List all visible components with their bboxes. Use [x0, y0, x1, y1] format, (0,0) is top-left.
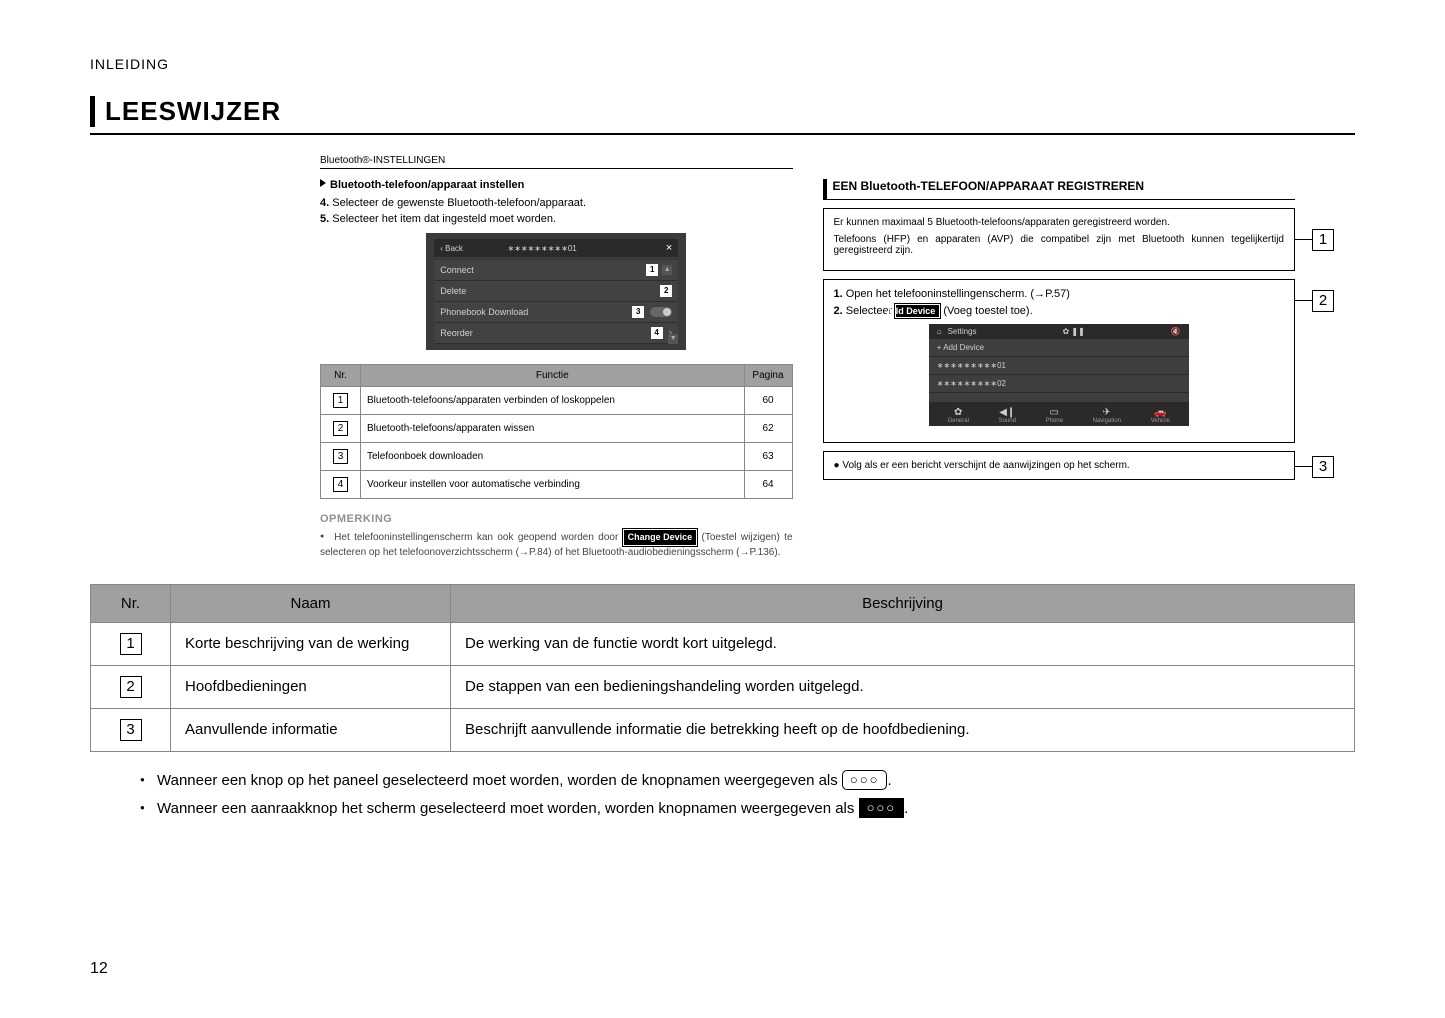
screenshot-row-phonebook: Phonebook Download 3: [434, 302, 678, 323]
touch-button-sample: ○○○: [859, 798, 905, 818]
title-underline: [90, 133, 1355, 135]
func-th-page: Pagina: [744, 365, 792, 387]
table-row: 3 Aanvullende informatie Beschrijft aanv…: [91, 708, 1355, 751]
scroll-down-icon: ▼: [668, 334, 678, 344]
table-row: 1 Korte beschrijving van de werking De w…: [91, 622, 1355, 665]
step-5: 5. Selecteer het item dat ingesteld moet…: [320, 213, 793, 225]
panel-button-sample: ○○○: [842, 770, 888, 790]
big-th-nr: Nr.: [91, 584, 171, 622]
left-column: Bluetooth®-INSTELLINGEN Bluetooth-telefo…: [320, 155, 793, 560]
info-box-1: Er kunnen maximaal 5 Bluetooth-telefoons…: [823, 208, 1296, 271]
right-column: EEN Bluetooth-TELEFOON/APPARAAT REGISTRE…: [823, 155, 1296, 560]
toggle-icon: [650, 307, 672, 317]
screenshot-row-reorder: Reorder 4 › ▼: [434, 323, 678, 344]
description-table: Nr. Naam Beschrijving 1 Korte beschrijvi…: [90, 584, 1355, 752]
back-button: ‹ Back: [440, 244, 463, 253]
screenshot-title: ∗∗∗∗∗∗∗∗∗01: [507, 244, 576, 253]
sub-heading: Bluetooth-telefoon/apparaat instellen: [320, 179, 793, 191]
big-th-name: Naam: [171, 584, 451, 622]
mini-header: Bluetooth®-INSTELLINGEN: [320, 155, 793, 169]
scroll-up-icon: ▲: [662, 265, 672, 275]
right-heading: EEN Bluetooth-TELEFOON/APPARAAT REGISTRE…: [823, 179, 1296, 200]
bullet-1: Wanneer een knop op het paneel geselecte…: [140, 770, 1355, 790]
mute-icon: 🔇: [1171, 327, 1181, 336]
home-icon: ⌂: [937, 327, 942, 336]
note-body: Het telefooninstellingenscherm kan ook g…: [320, 529, 793, 560]
device-settings-screenshot: ‹ Back ∗∗∗∗∗∗∗∗∗01 × Connect 1 ▲ Delete …: [426, 233, 686, 350]
triangle-icon: [320, 179, 326, 187]
close-icon: ×: [666, 242, 672, 254]
device-row: ∗∗∗∗∗∗∗∗∗02: [929, 375, 1189, 393]
page-number: 12: [90, 960, 108, 978]
function-table: Nr. Functie Pagina 1 Bluetooth-telefoons…: [320, 364, 793, 499]
callout-2: 2: [1312, 290, 1334, 312]
info-box-2: 1. Open het telefooninstellingenscherm. …: [823, 279, 1296, 443]
callout-1: 1: [1312, 229, 1334, 251]
page-title: LEESWIJZER: [105, 96, 1355, 127]
func-th-nr: Nr.: [321, 365, 361, 387]
add-device-pill: Add Device: [895, 304, 940, 318]
big-th-desc: Beschrijving: [451, 584, 1355, 622]
func-th-func: Functie: [361, 365, 745, 387]
table-row: 2 Bluetooth-telefoons/apparaten wissen 6…: [321, 415, 793, 443]
screenshot-row-connect: Connect 1 ▲: [434, 260, 678, 281]
step-4: 4. Selecteer de gewenste Bluetooth-telef…: [320, 197, 793, 209]
table-row: 4 Voorkeur instellen voor automatische v…: [321, 471, 793, 499]
bullet-list: Wanneer een knop op het paneel geselecte…: [140, 770, 1355, 818]
note-heading: OPMERKING: [320, 513, 793, 525]
add-device-screenshot: ⌂ Settings ✿ ❚❚ 🔇 + Add Device ∗∗∗∗∗∗∗∗∗…: [929, 324, 1189, 426]
device-row: ∗∗∗∗∗∗∗∗∗01: [929, 357, 1189, 375]
screenshot-row-delete: Delete 2: [434, 281, 678, 302]
table-row: 3 Telefoonboek downloaden 63: [321, 443, 793, 471]
section-header: INLEIDING: [90, 56, 1355, 72]
table-row: 2 Hoofdbedieningen De stappen van een be…: [91, 665, 1355, 708]
info-box-3: ● Volg als er een bericht verschijnt de …: [823, 451, 1296, 480]
sub-heading-text: Bluetooth-telefoon/apparaat instellen: [330, 179, 524, 191]
add-device-row: + Add Device: [929, 339, 1189, 357]
table-row: 1 Bluetooth-telefoons/apparaten verbinde…: [321, 387, 793, 415]
bullet-2: Wanneer een aanraakknop het scherm gesel…: [140, 798, 1355, 818]
callout-3: 3: [1312, 456, 1334, 478]
title-bar: LEESWIJZER: [90, 96, 1355, 127]
change-device-pill: Change Device: [623, 529, 698, 546]
